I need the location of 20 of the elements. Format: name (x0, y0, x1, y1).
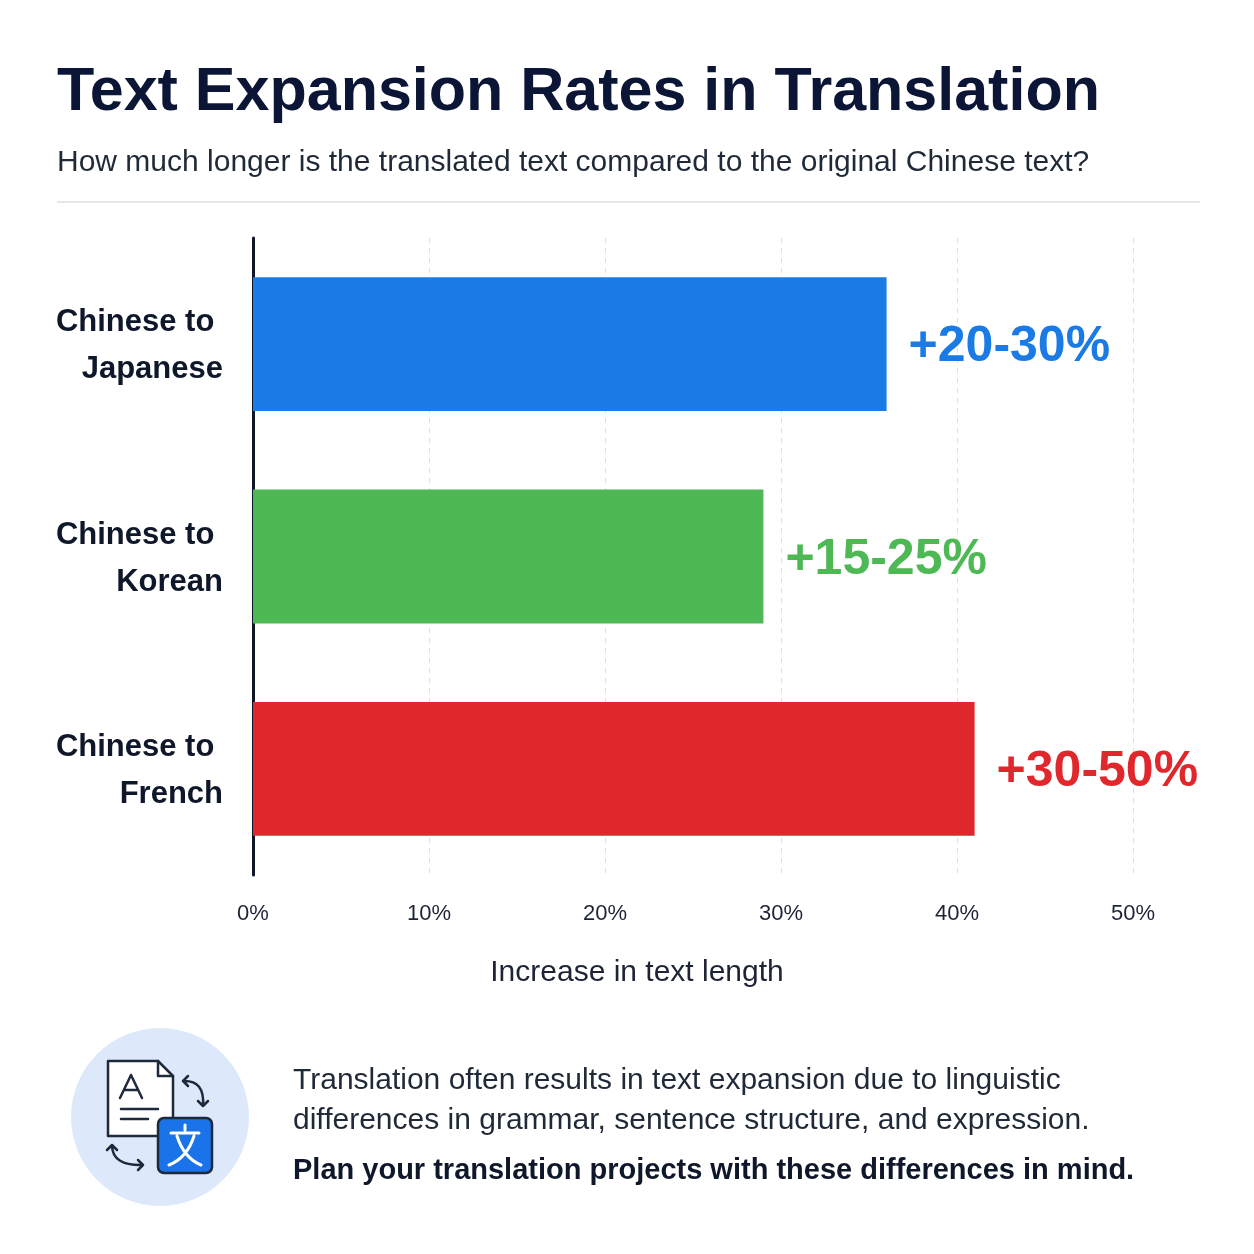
x-tick-label: 0% (237, 899, 269, 925)
x-tick-label: 20% (582, 899, 628, 925)
x-tick-label: 30% (758, 899, 804, 925)
y-tick-label: Chinese to French (55, 727, 223, 810)
text: Plan your translation projects with these differences in mind. (293, 1152, 1136, 1187)
y-tick-label: Chinese to Japanese (55, 303, 223, 386)
annotation: +30-50% (996, 740, 1199, 797)
x-axis-title: Increase in text length (490, 953, 784, 987)
chart-subtitle: How much longer is the translated text compared to the original Chinese text? (57, 144, 1090, 177)
chart-title: Text Expansion Rates in Translation (57, 55, 1100, 123)
bar (253, 701, 975, 836)
annotation: +20-30% (908, 316, 1111, 373)
bar (253, 489, 764, 624)
annotation: +15-25% (785, 528, 987, 585)
x-tick-label: 10% (406, 899, 452, 925)
bar (253, 277, 887, 412)
x-tick-label: 40% (934, 899, 980, 925)
y-tick-label: Chinese to Korean (55, 515, 223, 598)
x-tick-label: 50% (1110, 899, 1156, 925)
text: Translation often results in text expansion due to linguistic differences in grammar, sentence structure, and expression. (293, 1061, 1091, 1137)
